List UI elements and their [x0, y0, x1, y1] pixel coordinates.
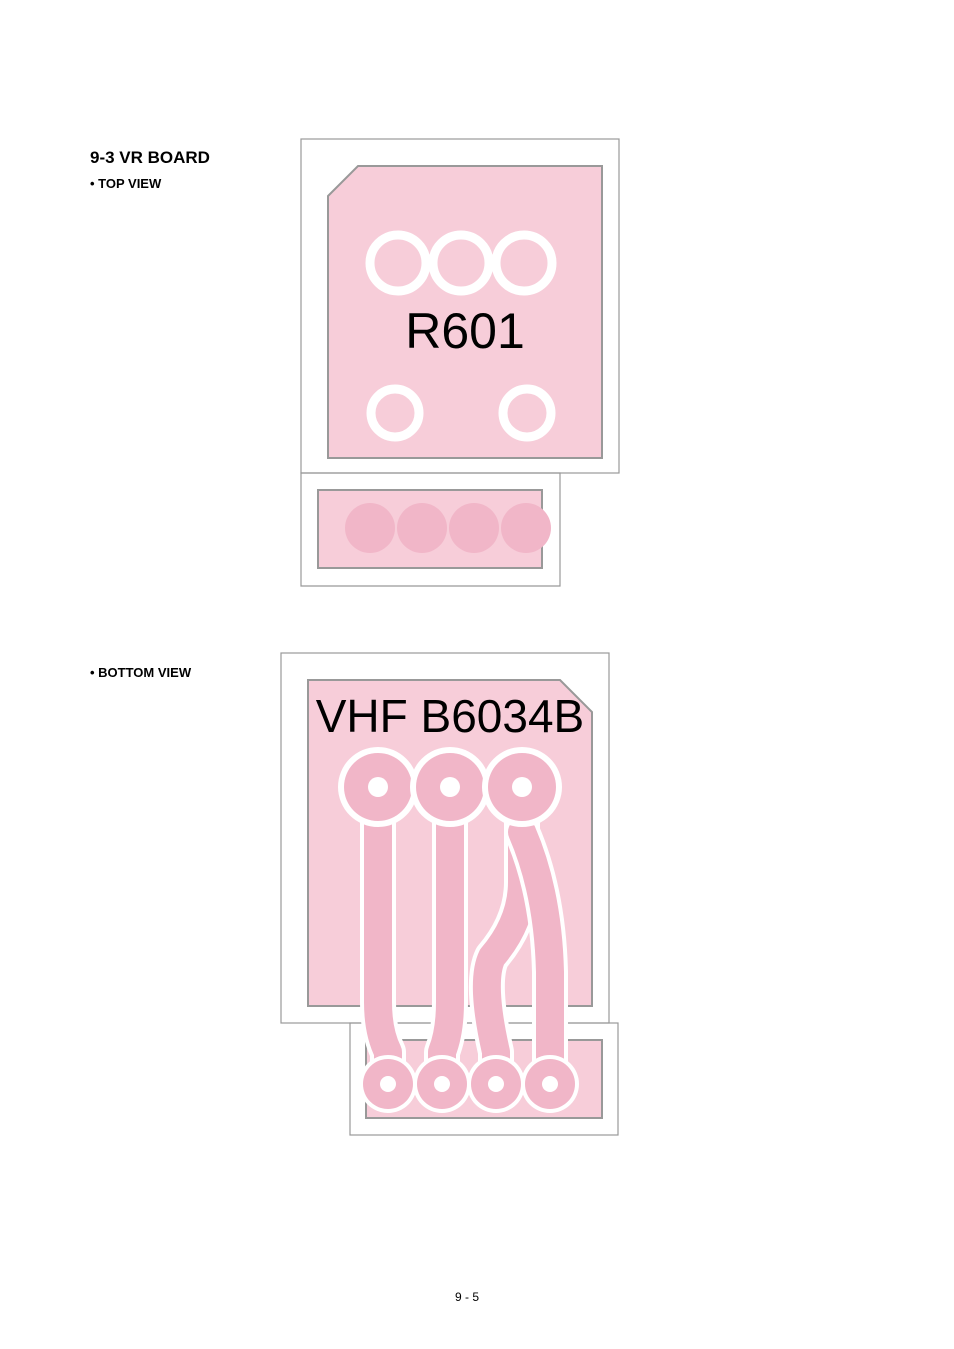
bottom-view-diagram: VHF B6034B — [280, 652, 620, 1137]
top-bottom-pad-1 — [345, 503, 395, 553]
section-title: 9-3 VR BOARD — [90, 148, 210, 168]
bottom-bottom-pad-3 — [467, 1055, 525, 1113]
top-bottom-pad-2 — [397, 503, 447, 553]
bottom-bottom-pad-1 — [359, 1055, 417, 1113]
trace-2 — [442, 787, 450, 1084]
bottom-top-pad-2 — [410, 747, 490, 827]
bottom-top-pad-3 — [482, 747, 562, 827]
top-bottom-pad-3 — [449, 503, 499, 553]
top-view-label: • TOP VIEW — [90, 176, 161, 191]
page-number: 9 - 5 — [455, 1290, 479, 1304]
bottom-bottom-pad-2 — [413, 1055, 471, 1113]
board-label-vhf: VHF B6034B — [316, 690, 584, 742]
bottom-bottom-pad-4 — [521, 1055, 579, 1113]
component-label-r601: R601 — [405, 303, 525, 359]
page: 9-3 VR BOARD • TOP VIEW — [0, 0, 954, 1349]
bottom-view-label: • BOTTOM VIEW — [90, 665, 191, 680]
bottom-top-pad-1 — [338, 747, 418, 827]
top-view-diagram: R601 — [300, 138, 620, 588]
top-bottom-pad-4 — [501, 503, 551, 553]
trace-1 — [378, 787, 388, 1084]
